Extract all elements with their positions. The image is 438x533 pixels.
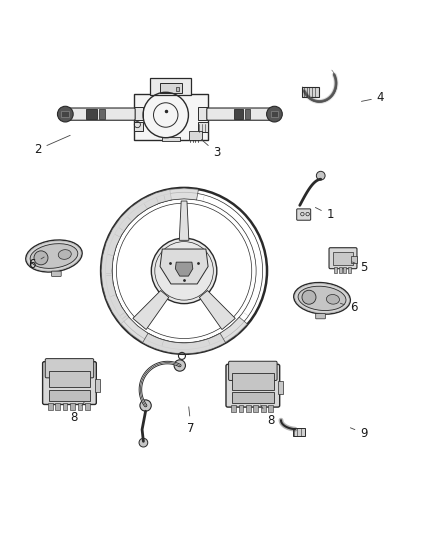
Bar [198, 107, 208, 120]
Text: 6: 6 [28, 257, 44, 271]
FancyBboxPatch shape [207, 108, 277, 120]
Bar [85, 403, 90, 410]
Bar [189, 131, 202, 140]
Ellipse shape [58, 249, 71, 260]
Text: 1: 1 [315, 207, 334, 222]
Bar [63, 403, 67, 410]
Bar [95, 379, 100, 392]
Bar [246, 405, 251, 413]
FancyBboxPatch shape [297, 209, 311, 220]
Bar [334, 268, 337, 273]
Bar [303, 87, 319, 96]
Bar [162, 137, 180, 141]
FancyBboxPatch shape [42, 362, 96, 405]
Circle shape [140, 400, 151, 411]
Bar [339, 268, 342, 273]
Circle shape [316, 171, 325, 180]
Polygon shape [133, 290, 169, 329]
Text: 4: 4 [361, 91, 384, 104]
Text: 6: 6 [340, 302, 357, 314]
Bar [198, 122, 208, 133]
Bar [254, 405, 258, 413]
Bar [61, 111, 69, 117]
Bar [176, 87, 179, 91]
Polygon shape [175, 262, 193, 276]
Bar [343, 268, 346, 273]
Bar [232, 392, 274, 403]
FancyBboxPatch shape [229, 361, 277, 381]
Bar [271, 111, 279, 117]
Circle shape [174, 360, 185, 371]
Bar [278, 381, 283, 394]
Circle shape [139, 438, 148, 447]
Text: 7: 7 [187, 407, 195, 434]
Bar [49, 371, 90, 387]
Bar [232, 374, 274, 390]
FancyBboxPatch shape [63, 108, 135, 120]
Circle shape [57, 106, 73, 122]
Bar [268, 405, 273, 413]
Polygon shape [199, 290, 235, 329]
FancyBboxPatch shape [134, 94, 208, 140]
Bar [351, 256, 357, 263]
Circle shape [302, 290, 316, 304]
Bar [150, 78, 191, 95]
Ellipse shape [326, 295, 339, 304]
Circle shape [34, 251, 48, 265]
Bar [261, 405, 266, 413]
Text: 5: 5 [353, 261, 367, 274]
Bar [134, 107, 144, 120]
Text: 8: 8 [71, 402, 84, 424]
Bar [234, 109, 243, 119]
Polygon shape [179, 201, 189, 240]
FancyBboxPatch shape [329, 248, 357, 269]
Circle shape [151, 238, 217, 304]
Bar [231, 405, 236, 413]
FancyBboxPatch shape [226, 364, 280, 407]
Bar [293, 428, 305, 436]
Ellipse shape [26, 240, 82, 272]
Ellipse shape [294, 282, 350, 314]
Text: 3: 3 [201, 140, 220, 159]
Polygon shape [101, 188, 247, 354]
Text: 2: 2 [34, 135, 70, 156]
Bar [55, 403, 60, 410]
Bar [86, 109, 97, 119]
Bar [49, 390, 90, 400]
Ellipse shape [298, 286, 346, 311]
Bar [333, 252, 353, 265]
Bar [99, 109, 106, 119]
Polygon shape [101, 189, 172, 324]
Polygon shape [160, 249, 208, 284]
Bar [348, 268, 351, 273]
Bar [70, 403, 75, 410]
Polygon shape [143, 333, 226, 354]
Bar [78, 403, 82, 410]
FancyBboxPatch shape [52, 271, 61, 277]
Bar [239, 405, 244, 413]
Bar [160, 83, 182, 93]
Bar [48, 403, 53, 410]
FancyBboxPatch shape [45, 359, 94, 378]
Text: 9: 9 [350, 427, 368, 440]
Ellipse shape [30, 244, 78, 269]
Bar [134, 122, 144, 131]
FancyBboxPatch shape [316, 313, 325, 319]
Circle shape [267, 106, 283, 122]
Text: 8: 8 [261, 405, 274, 427]
Bar [245, 109, 251, 119]
